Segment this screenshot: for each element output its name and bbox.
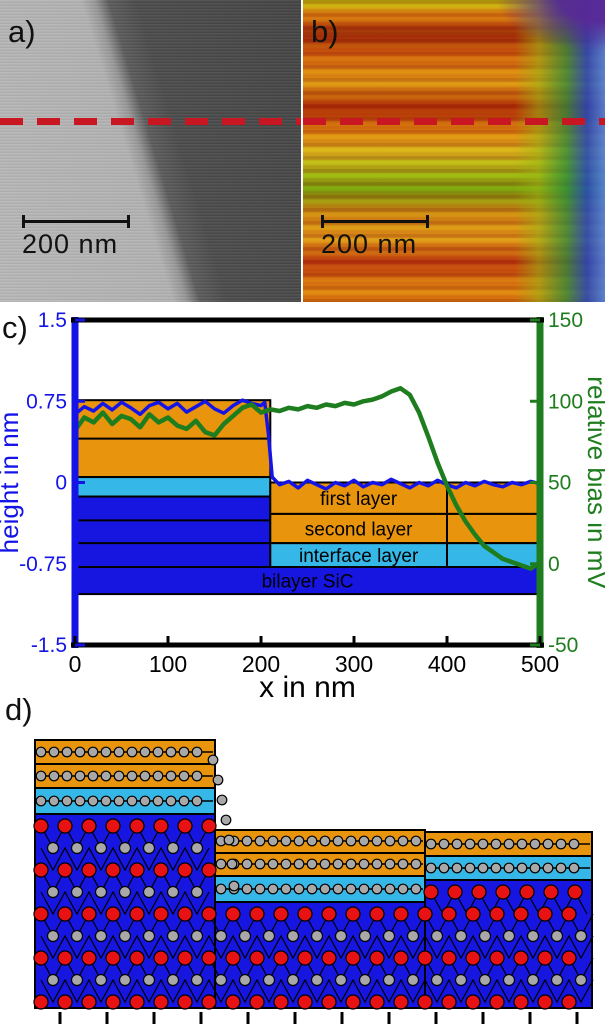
atomic-structure-schematic <box>33 739 594 1024</box>
panel-a-label: a) <box>8 14 36 49</box>
svg-text:50: 50 <box>548 472 571 495</box>
layer-label: first layer <box>320 489 398 510</box>
scalebar-label-b: 200 nm <box>321 229 418 259</box>
svg-text:500: 500 <box>521 651 559 677</box>
potential-map-panel: b) 200 nm <box>303 0 605 302</box>
series-height-profile <box>73 398 542 491</box>
x-axis-title: x in nm <box>259 671 356 700</box>
layer-label: bilayer SiC <box>262 572 354 593</box>
svg-text:-50: -50 <box>548 634 578 657</box>
panel-c-label: c) <box>2 310 28 345</box>
left-axis-title: height in nm <box>0 412 24 554</box>
svg-text:0: 0 <box>55 472 67 495</box>
atomic-structure-panel: d) <box>0 690 605 1024</box>
layer-label: second layer <box>305 520 413 541</box>
layer-second-layer-cont <box>446 512 541 545</box>
svg-text:-1.5: -1.5 <box>31 634 67 657</box>
layer-label: interface layer <box>299 546 419 567</box>
terrace-block <box>424 879 593 1009</box>
svg-text:0: 0 <box>548 553 560 576</box>
profile-cut-line-b <box>303 118 605 125</box>
svg-text:400: 400 <box>428 651 466 677</box>
svg-text:100: 100 <box>548 390 583 413</box>
scalebar-label-a: 200 nm <box>22 229 119 259</box>
panel-d-label: d) <box>5 692 33 727</box>
series-relative-bias-profile <box>72 386 543 571</box>
svg-text:0: 0 <box>69 651 82 677</box>
svg-text:200: 200 <box>242 651 280 677</box>
layer-top-terrace-sic <box>74 495 272 568</box>
profile-chart-panel: c) first layer second layer interface laye… <box>0 300 605 700</box>
layer-bilayer-sic <box>74 566 541 596</box>
layer-top-terrace-interface <box>74 476 272 498</box>
profile-chart: first layer second layer interface layer bi… <box>0 309 605 700</box>
layer-second-layer <box>269 512 448 545</box>
right-axis-title: relative bias in mV <box>582 376 605 589</box>
svg-text:300: 300 <box>335 651 373 677</box>
scalebar-a: 200 nm <box>22 215 130 260</box>
svg-text:0.75: 0.75 <box>26 390 67 413</box>
scalebar-b: 200 nm <box>321 215 429 260</box>
panel-b-label: b) <box>311 14 339 49</box>
scalebar-line-a <box>22 215 130 228</box>
svg-text:100: 100 <box>149 651 187 677</box>
svg-text:1.5: 1.5 <box>38 309 67 332</box>
profile-cut-line-a <box>0 118 301 125</box>
scalebar-line-b <box>321 215 429 228</box>
afm-topography-panel: a) 200 nm <box>0 0 301 302</box>
image-panels-row: a) 200 nm b) 200 nm <box>0 0 605 302</box>
svg-text:-0.75: -0.75 <box>19 553 67 576</box>
svg-text:150: 150 <box>548 309 583 332</box>
